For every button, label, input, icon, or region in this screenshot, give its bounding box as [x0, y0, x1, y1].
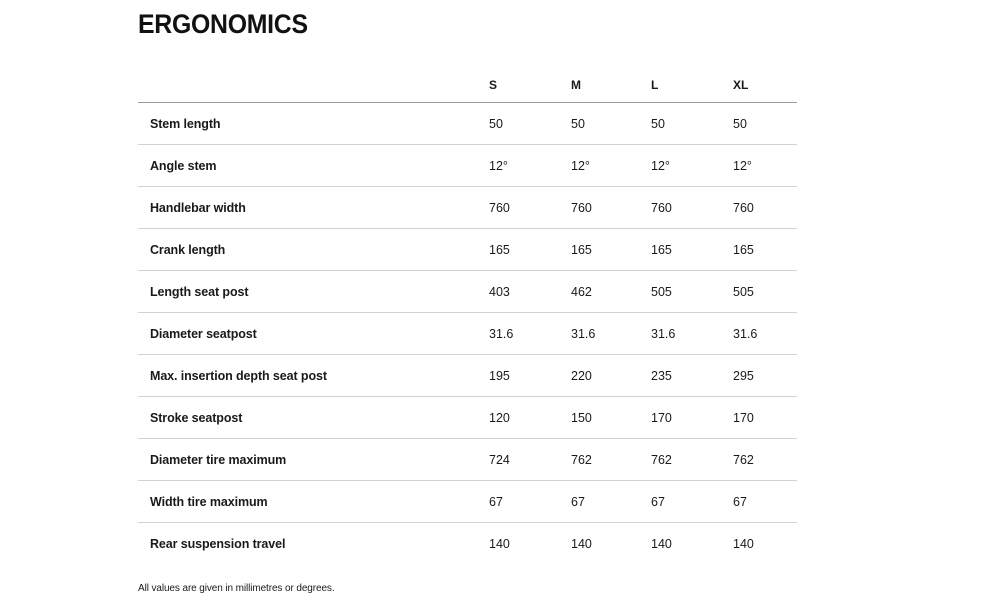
table-row-stem-length: Stem length 50 50 50 50	[138, 103, 797, 145]
table-row-max-insertion-depth: Max. insertion depth seat post 195 220 2…	[138, 355, 797, 397]
row-label: Diameter tire maximum	[150, 452, 287, 467]
row-label: Diameter seatpost	[150, 326, 257, 341]
cell-value: 67	[489, 494, 503, 509]
cell-value: 760	[571, 200, 592, 215]
cell-value: 140	[651, 537, 672, 551]
cell-value: 505	[733, 284, 754, 299]
row-label: Stem length	[150, 116, 221, 131]
table-row-diameter-tire-maximum: Diameter tire maximum 724 762 762 762	[138, 439, 797, 481]
row-label: Handlebar width	[150, 200, 246, 215]
row-label: Stroke seatpost	[150, 410, 243, 425]
cell-value: 67	[651, 494, 665, 509]
column-header-xl: XL	[733, 77, 749, 92]
cell-value: 403	[489, 284, 510, 299]
row-label: Width tire maximum	[150, 494, 268, 509]
cell-value: 295	[733, 368, 754, 383]
cell-value: 760	[489, 200, 510, 215]
cell-value: 140	[489, 537, 510, 551]
cell-value: 724	[489, 452, 510, 467]
table-row-rear-suspension-travel: Rear suspension travel 140 140 140 140	[138, 523, 797, 565]
row-label: Crank length	[150, 242, 226, 257]
cell-value: 762	[733, 452, 754, 467]
cell-value: 50	[571, 116, 585, 131]
cell-value: 140	[733, 537, 754, 551]
table-row-length-seat-post: Length seat post 403 462 505 505	[138, 271, 797, 313]
table-row-width-tire-maximum: Width tire maximum 67 67 67 67	[138, 481, 797, 523]
cell-value: 31.6	[489, 326, 514, 341]
table-row-stroke-seatpost: Stroke seatpost 120 150 170 170	[138, 397, 797, 439]
cell-value: 165	[651, 242, 672, 257]
cell-value: 170	[733, 410, 754, 425]
cell-value: 462	[571, 284, 592, 299]
cell-value: 12°	[733, 158, 752, 173]
column-header-m: M	[571, 77, 581, 92]
cell-value: 140	[571, 537, 592, 551]
cell-value: 235	[651, 368, 672, 383]
table-row-angle-stem: Angle stem 12° 12° 12° 12°	[138, 145, 797, 187]
cell-value: 760	[651, 200, 672, 215]
cell-value: 220	[571, 368, 592, 383]
table-header-row: S M L XL	[138, 67, 797, 103]
cell-value: 12°	[489, 158, 508, 173]
cell-value: 195	[489, 368, 510, 383]
cell-value: 120	[489, 410, 510, 425]
table-row-crank-length: Crank length 165 165 165 165	[138, 229, 797, 271]
cell-value: 31.6	[733, 326, 758, 341]
cell-value: 165	[733, 242, 754, 257]
cell-value: 762	[571, 452, 592, 467]
row-label: Length seat post	[150, 284, 249, 299]
cell-value: 67	[571, 494, 585, 509]
footnote: All values are given in millimetres or d…	[138, 583, 335, 594]
table-row-diameter-seatpost: Diameter seatpost 31.6 31.6 31.6 31.6	[138, 313, 797, 355]
cell-value: 12°	[571, 158, 590, 173]
cell-value: 50	[489, 116, 503, 131]
cell-value: 31.6	[651, 326, 676, 341]
row-label: Max. insertion depth seat post	[150, 368, 327, 383]
table-row-handlebar-width: Handlebar width 760 760 760 760	[138, 187, 797, 229]
cell-value: 505	[651, 284, 672, 299]
cell-value: 50	[733, 116, 747, 131]
cell-value: 165	[571, 242, 592, 257]
cell-value: 50	[651, 116, 665, 131]
section-title: ERGONOMICS	[138, 9, 308, 39]
cell-value: 165	[489, 242, 510, 257]
cell-value: 762	[651, 452, 672, 467]
cell-value: 67	[733, 494, 747, 509]
cell-value: 760	[733, 200, 754, 215]
cell-value: 12°	[651, 158, 670, 173]
row-label: Angle stem	[150, 158, 217, 173]
ergonomics-spec-table: S M L XL Stem length 50 50 50 50 Angle s…	[138, 67, 797, 565]
row-label: Rear suspension travel	[150, 537, 286, 551]
cell-value: 170	[651, 410, 672, 425]
cell-value: 31.6	[571, 326, 596, 341]
column-header-s: S	[489, 77, 498, 92]
column-header-l: L	[651, 77, 659, 92]
cell-value: 150	[571, 410, 592, 425]
